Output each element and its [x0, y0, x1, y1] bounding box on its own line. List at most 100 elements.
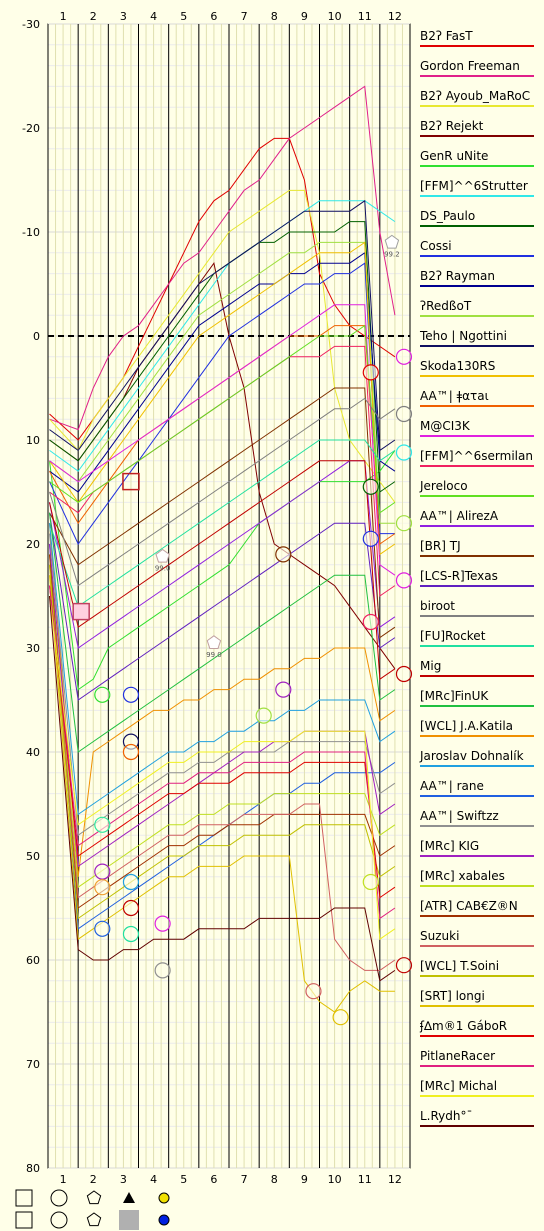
legend-entry-label: [MRc] xabales — [420, 869, 505, 883]
x-tick-label-top: 11 — [358, 10, 372, 23]
x-tick-label-bottom: 12 — [388, 1173, 402, 1186]
marker-circle — [94, 816, 111, 833]
legend-entry-label: L.Rydh°¯ — [420, 1109, 473, 1123]
x-tick-label-top: 7 — [241, 10, 248, 23]
legend-entry-label: [SRT] longi — [420, 989, 485, 1003]
marker-circle — [255, 707, 272, 724]
marker-circle — [395, 957, 413, 974]
x-tick-label-bottom: 7 — [241, 1173, 248, 1186]
series-line-28 — [49, 554, 396, 889]
series-line-19 — [49, 397, 396, 587]
marker-circle — [94, 863, 111, 880]
series-line-18 — [49, 512, 396, 701]
legend-entry-label: [FFM]^^6Strutter — [420, 179, 528, 193]
marker-circle — [122, 899, 140, 917]
sym-circle — [50, 1189, 68, 1207]
legend-entry-label: Jaroslav Dohnalík — [419, 749, 524, 763]
series-line-2 — [49, 189, 396, 503]
legend-entry-label: AA™| ǂατaι — [420, 389, 489, 403]
y-tick-label: 0 — [33, 330, 40, 343]
marker-label: 99.0 — [206, 651, 222, 659]
y-tick-label: 60 — [26, 954, 40, 967]
series-line-8 — [49, 251, 396, 493]
x-tick-label-bottom: 4 — [150, 1173, 157, 1186]
series-lines — [49, 85, 396, 1013]
x-tick-label-top: 5 — [180, 10, 187, 23]
sym-dot — [158, 1192, 170, 1204]
marker-circle — [94, 920, 111, 937]
marker-circle — [305, 983, 322, 1000]
sym-triangle — [123, 1192, 135, 1203]
x-tick-label-top: 9 — [301, 10, 308, 23]
legend-entry-label: [MRc] Michal — [420, 1079, 497, 1093]
legend-entry-label: [MRc] KIG — [420, 839, 479, 853]
series-line-15 — [49, 324, 396, 514]
marker-square — [72, 602, 90, 621]
sym-pentagon — [86, 1190, 102, 1205]
series-line-23 — [49, 523, 396, 877]
series-line-11 — [49, 241, 396, 556]
legend-entry-label: GenR uNite — [420, 149, 488, 163]
marker-circle — [362, 613, 379, 631]
legend-entry-label: [FU]Rocket — [420, 629, 486, 643]
marker-circle — [362, 873, 379, 891]
marker-circle — [395, 515, 413, 532]
series-line-31 — [49, 564, 396, 920]
y-tick-label: 10 — [26, 434, 40, 447]
sym-square — [15, 1189, 33, 1207]
x-tick-label-bottom: 3 — [120, 1173, 127, 1186]
legend-entry-label: ʔRedßoT — [420, 299, 472, 313]
marker-pentagon — [384, 234, 400, 249]
series-line-33 — [49, 585, 396, 899]
series-line-10 — [49, 199, 396, 452]
marker-circle — [332, 1009, 349, 1026]
y-tick-label: 40 — [26, 746, 40, 759]
y-tick-label: 70 — [26, 1058, 40, 1071]
series-line-7 — [49, 262, 395, 545]
y-tick-label: 20 — [26, 538, 40, 551]
series-line-9 — [49, 241, 395, 524]
marker-circle — [122, 925, 140, 943]
marker-circle — [122, 686, 140, 703]
legend-entry-label: [MRc]FinUK — [420, 689, 489, 703]
marker-circle — [395, 572, 413, 589]
sym-block — [119, 1210, 139, 1230]
legend-entry-label: biroot — [420, 599, 455, 613]
x-tick-label-bottom: 1 — [60, 1173, 67, 1186]
marker-circle — [395, 348, 413, 365]
legend-entry-label: B2ʔ FasT — [420, 29, 473, 43]
marker-circle — [94, 879, 111, 896]
series-line-22 — [49, 512, 396, 753]
marker-circle — [122, 873, 140, 891]
x-tick-label-top: 1 — [60, 10, 67, 23]
sym-circle — [50, 1211, 68, 1229]
legend-entry-label: AA™| AlirezA — [420, 509, 499, 523]
legend-entry-label: AA™| Swiftzz — [420, 809, 499, 823]
y-tick-label: -30 — [22, 18, 40, 31]
series-line-32 — [49, 575, 395, 1013]
marker-circle — [395, 665, 413, 683]
marker-pentagon — [155, 548, 170, 563]
x-axis-bottom: 1 2 3 4 5 6 7 8 9 10 11 12 — [60, 1173, 402, 1186]
x-tick-label-top: 10 — [328, 10, 342, 23]
series-line-35 — [49, 595, 396, 941]
x-tick-label-top: 6 — [210, 10, 217, 23]
legend-entry-label: Suzuki — [420, 929, 459, 943]
x-tick-label-top: 12 — [388, 10, 402, 23]
marker-circle — [362, 478, 379, 495]
x-tick-label-top: 3 — [120, 10, 127, 23]
y-tick-label: -10 — [22, 226, 40, 239]
marker-circle — [154, 962, 171, 979]
series-line-36 — [49, 595, 396, 982]
marker-circle — [94, 686, 111, 703]
legend-entry-label: DS_Paulo — [420, 209, 475, 223]
y-tick-label: -20 — [22, 122, 40, 135]
x-tick-label-bottom: 10 — [328, 1173, 342, 1186]
legend: B2ʔ FasT Gordon Freeman B2ʔ Ayoub_MaRoC B2ʔ… — [419, 29, 534, 1127]
x-tick-label-bottom: 9 — [301, 1173, 308, 1186]
legend-entry-label: [WCL] J.A.Katila — [420, 719, 513, 733]
symbol-legend — [15, 1189, 170, 1230]
marker-circle — [395, 444, 413, 461]
series-line-1 — [49, 85, 396, 431]
